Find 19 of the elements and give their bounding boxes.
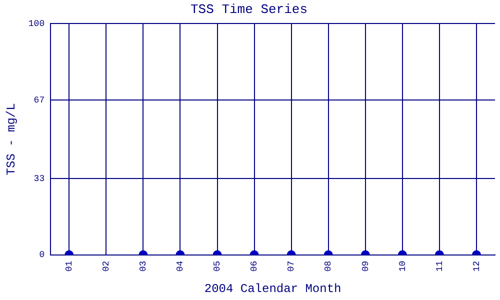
x-tick-label: 05 — [212, 260, 223, 272]
y-tick-label: 0 — [39, 250, 45, 260]
x-tick-label: 02 — [102, 260, 112, 272]
x-tick-label: 12 — [472, 260, 482, 272]
y-tick-label: 67 — [34, 95, 45, 106]
y-tick-label: 100 — [28, 18, 45, 29]
y-axis-title: TSS - mg/L — [4, 103, 18, 176]
x-tick-label: 01 — [64, 260, 75, 272]
x-tick-label: 07 — [286, 260, 297, 272]
x-tick-label: 11 — [434, 260, 445, 272]
x-axis-title: 2004 Calendar Month — [204, 282, 342, 296]
x-tick-label: 06 — [250, 260, 260, 272]
x-tick-label: 08 — [324, 260, 334, 272]
x-tick-label: 10 — [398, 260, 408, 272]
x-tick-label: 09 — [360, 260, 371, 272]
chart-title: TSS Time Series — [190, 2, 308, 18]
x-tick-label: 03 — [138, 260, 149, 272]
x-tick-label: 04 — [176, 260, 186, 272]
y-tick-label: 33 — [34, 174, 45, 184]
